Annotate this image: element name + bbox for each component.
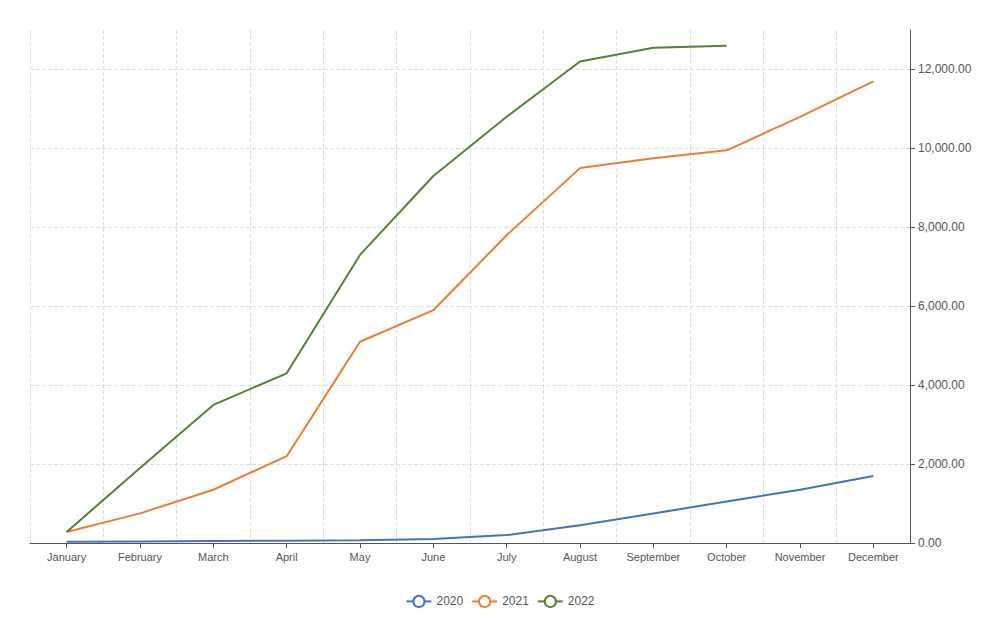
svg-text:2,000.00: 2,000.00 xyxy=(918,457,965,471)
svg-text:April: April xyxy=(276,551,298,563)
svg-text:8,000.00: 8,000.00 xyxy=(918,220,965,234)
svg-text:2020: 2020 xyxy=(436,594,463,608)
svg-text:6,000.00: 6,000.00 xyxy=(918,299,965,313)
svg-text:August: August xyxy=(563,551,597,563)
svg-text:4,000.00: 4,000.00 xyxy=(918,378,965,392)
svg-text:March: March xyxy=(198,551,229,563)
svg-text:10,000.00: 10,000.00 xyxy=(918,141,972,155)
svg-text:July: July xyxy=(497,551,517,563)
svg-text:January: January xyxy=(47,551,87,563)
svg-text:September: September xyxy=(626,551,680,563)
svg-text:May: May xyxy=(350,551,371,563)
svg-text:2021: 2021 xyxy=(502,594,529,608)
svg-text:November: November xyxy=(775,551,826,563)
svg-text:December: December xyxy=(848,551,899,563)
svg-text:2022: 2022 xyxy=(568,594,595,608)
svg-text:12,000.00: 12,000.00 xyxy=(918,62,972,76)
svg-text:0.00: 0.00 xyxy=(918,536,942,550)
svg-text:June: June xyxy=(421,551,445,563)
svg-text:February: February xyxy=(118,551,163,563)
svg-text:October: October xyxy=(707,551,746,563)
